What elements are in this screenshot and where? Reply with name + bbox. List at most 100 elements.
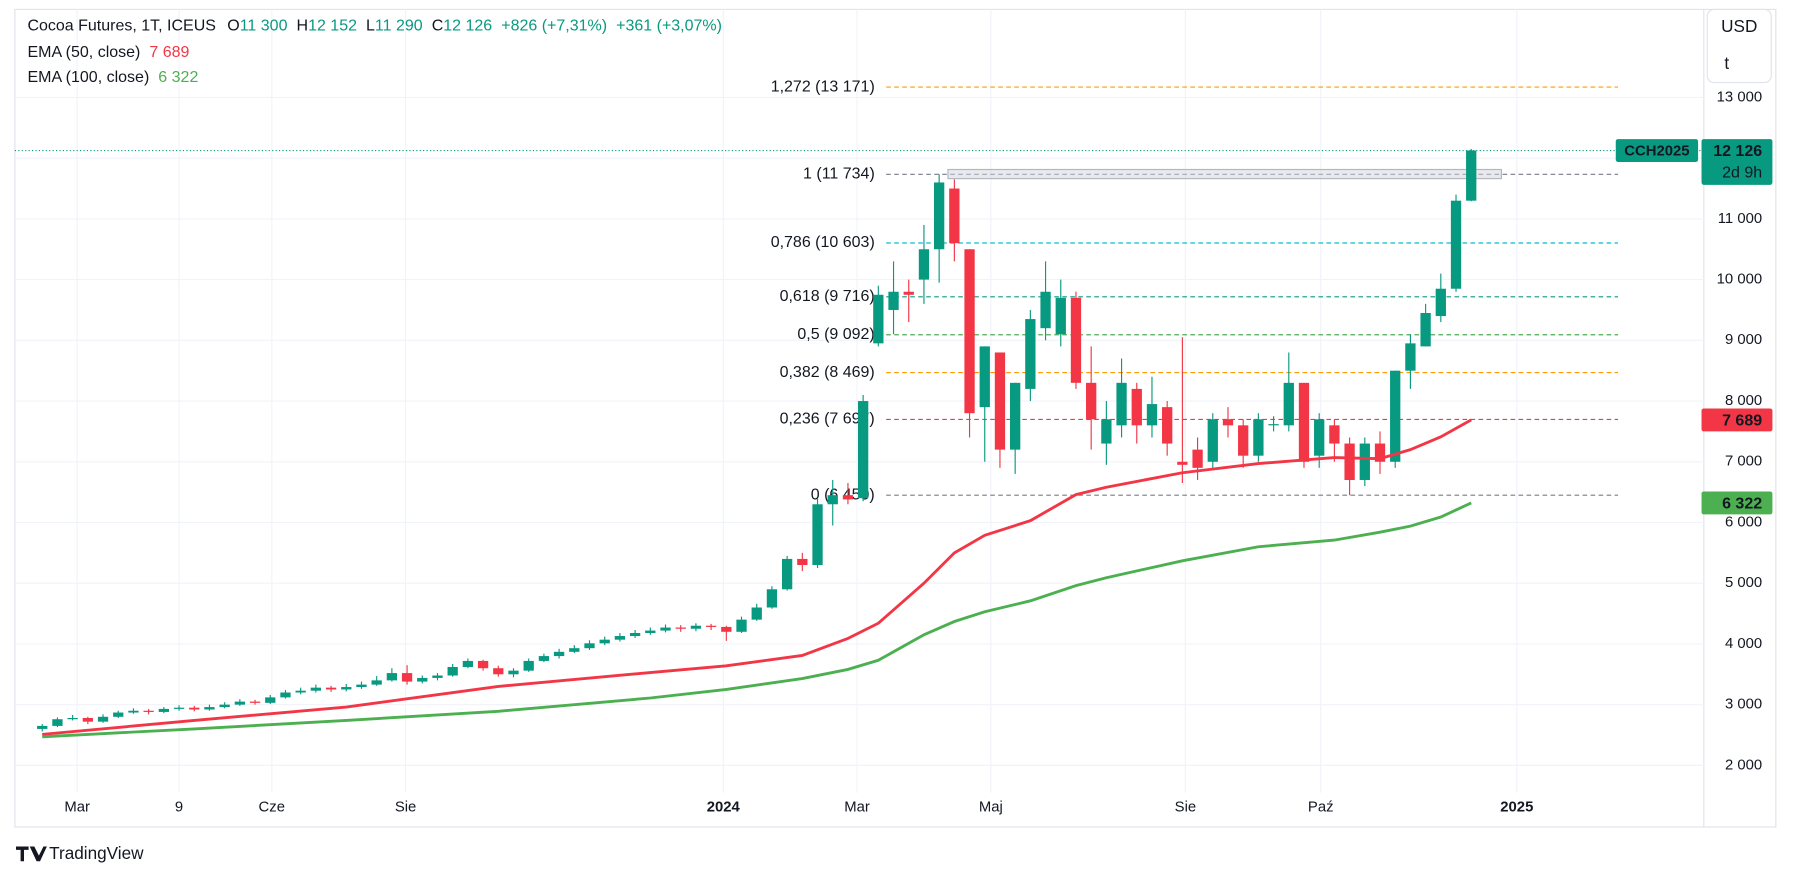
candle-body (584, 643, 595, 649)
currency-box[interactable] (1706, 8, 1772, 84)
fib-label: 1,272 (13 171) (771, 78, 875, 95)
fib-label: 0,236 (7 697) (780, 411, 875, 428)
fib-label: 0,618 (9 716) (780, 288, 875, 305)
ema-tag (1701, 491, 1773, 515)
candle-body (523, 660, 534, 671)
candle-body (173, 707, 185, 709)
legend-header: Cocoa Futures, 1T, ICEUS O11 300 H12 152… (27, 18, 722, 35)
candle-body (660, 627, 671, 631)
candle-body (508, 670, 519, 675)
ohlc-key: L (366, 18, 375, 35)
candle-body (1146, 404, 1158, 426)
candle-body (234, 701, 246, 705)
candle-body (538, 656, 550, 661)
candle-body (97, 716, 109, 722)
ohlc-value: 12 126 (443, 18, 492, 35)
candle-body (1359, 443, 1370, 480)
x-tick-label: Mar (64, 799, 90, 815)
candle-body (721, 626, 732, 632)
ohlc-value: 11 290 (375, 18, 423, 35)
brand-logo (16, 846, 47, 862)
candle-body (401, 673, 413, 682)
ohlc-key: O (227, 18, 239, 35)
candle-body (766, 589, 778, 608)
candle-body (128, 710, 139, 713)
candle-body (1086, 382, 1097, 420)
price-countdown: 2d 9h (1722, 165, 1762, 182)
ohlc-value: 11 300 (240, 18, 288, 35)
indicator-value: 6 322 (158, 69, 198, 86)
candle-body (873, 294, 884, 344)
x-tick-label: Cze (259, 799, 285, 815)
candle-body (1253, 419, 1264, 456)
candle-body (812, 504, 823, 565)
candle-body (310, 687, 322, 691)
candle-body (827, 495, 838, 505)
candle-body (888, 291, 899, 310)
candle-body (1101, 419, 1112, 444)
candle-body (553, 651, 565, 657)
candle-body (371, 680, 382, 685)
candle-body (1435, 288, 1446, 317)
ema-tag-label: 7 689 (1722, 412, 1762, 429)
candle-body (1344, 443, 1355, 480)
currency: USD (1721, 16, 1757, 36)
candle-body (979, 346, 990, 408)
candle-body (1390, 370, 1401, 462)
candle-body (1116, 382, 1127, 426)
candle-body (1298, 382, 1310, 462)
y-tick-label: 10 000 (1717, 272, 1762, 288)
candle-body (797, 558, 808, 565)
indicator-legend: EMA (100, close) 6 322 (27, 69, 198, 86)
candle-body (417, 677, 428, 682)
candle-body (249, 701, 261, 703)
axes: 2 000 3 000 4 000 5 000 6 000 7 000 8 000 9 000… (64, 89, 1773, 815)
candle-body (477, 660, 489, 669)
symbol-tag-label: CCH2025 (1624, 144, 1689, 160)
candle-body (52, 719, 63, 726)
candle-body (1070, 297, 1082, 383)
unit: t (1724, 53, 1729, 73)
candle-body (949, 188, 960, 244)
fib-label: 0,786 (10 603) (771, 234, 875, 251)
brand-name: TradingView (49, 843, 144, 863)
candle-body (67, 718, 78, 720)
candle-body (158, 708, 169, 712)
candle-body (1450, 200, 1462, 289)
y-tick-label: 13 000 (1717, 89, 1762, 105)
candle-body (1238, 425, 1249, 456)
candle-body (1374, 443, 1386, 462)
y-tick-label: 4 000 (1725, 636, 1762, 652)
candle-body (219, 704, 230, 708)
candle-body (1329, 425, 1340, 444)
candle-body (934, 182, 945, 250)
price-tag-label: 12 126 (1713, 143, 1762, 160)
candle-body (295, 690, 306, 693)
candle-body (1162, 407, 1173, 444)
y-tick-label: 8 000 (1725, 393, 1762, 409)
candle-body (1055, 297, 1066, 335)
x-tick-label: Sie (1175, 799, 1196, 815)
candle-body (1010, 382, 1021, 450)
candle-body (386, 673, 398, 681)
x-tick-label: 2025 (1500, 799, 1533, 815)
indicator-legend: EMA (50, close) 7 689 (27, 44, 189, 61)
change: +361 (+3,07%) (616, 18, 722, 35)
candle-body (432, 675, 443, 678)
title: Cocoa Futures, 1T, ICEUS (27, 18, 216, 35)
ohlc-key: C (432, 18, 444, 35)
candle-body (645, 630, 656, 633)
candle-body (599, 639, 610, 644)
x-tick-label: Maj (979, 799, 1003, 815)
fib-label: 0,382 (8 469) (780, 364, 875, 381)
candle-body (781, 558, 793, 590)
y-tick-label: 9 000 (1725, 332, 1762, 348)
candle-body (1177, 461, 1188, 465)
y-tick-label: 7 000 (1725, 454, 1762, 470)
fib-label: 0,5 (9 092) (797, 326, 874, 343)
candle-body (751, 607, 762, 620)
candle-body (265, 697, 276, 703)
candle-body (1222, 419, 1234, 426)
candle-body (994, 352, 1006, 450)
